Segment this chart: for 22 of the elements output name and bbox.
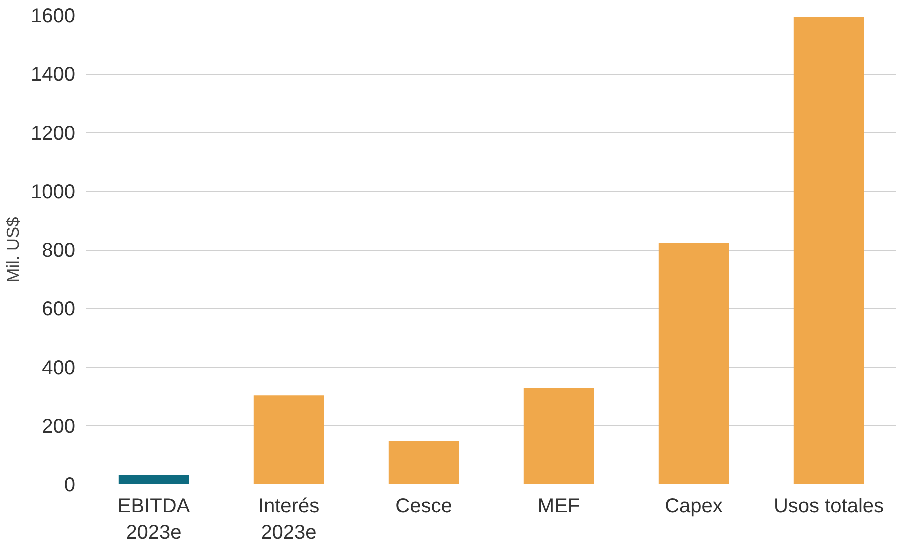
y-tick-label: 800 <box>42 240 76 262</box>
y-tick-label: 600 <box>42 298 76 321</box>
y-tick-label: 200 <box>42 416 76 438</box>
y-tick-label: 1200 <box>31 122 76 145</box>
bar <box>254 396 324 484</box>
x-tick-label: Usos totales <box>774 496 884 518</box>
x-tick-label: Interés 2023e <box>258 496 320 544</box>
y-tick-label: 0 <box>64 474 76 496</box>
bar <box>794 18 864 484</box>
y-tick-label: 1000 <box>31 181 76 204</box>
x-tick-label: Capex <box>665 496 723 518</box>
bar <box>118 475 190 484</box>
x-tick-label: EBITDA 2023e <box>118 496 191 544</box>
y-tick-label: 400 <box>42 357 76 380</box>
y-axis-title: Mil. US$ <box>3 216 24 283</box>
bar <box>524 388 594 484</box>
bar <box>388 441 460 484</box>
y-tick-label: 1600 <box>31 6 76 28</box>
bar <box>658 242 730 484</box>
x-tick-label: Cesce <box>396 496 452 518</box>
y-tick-label: 1400 <box>31 64 76 86</box>
x-tick-label: MEF <box>538 496 580 518</box>
